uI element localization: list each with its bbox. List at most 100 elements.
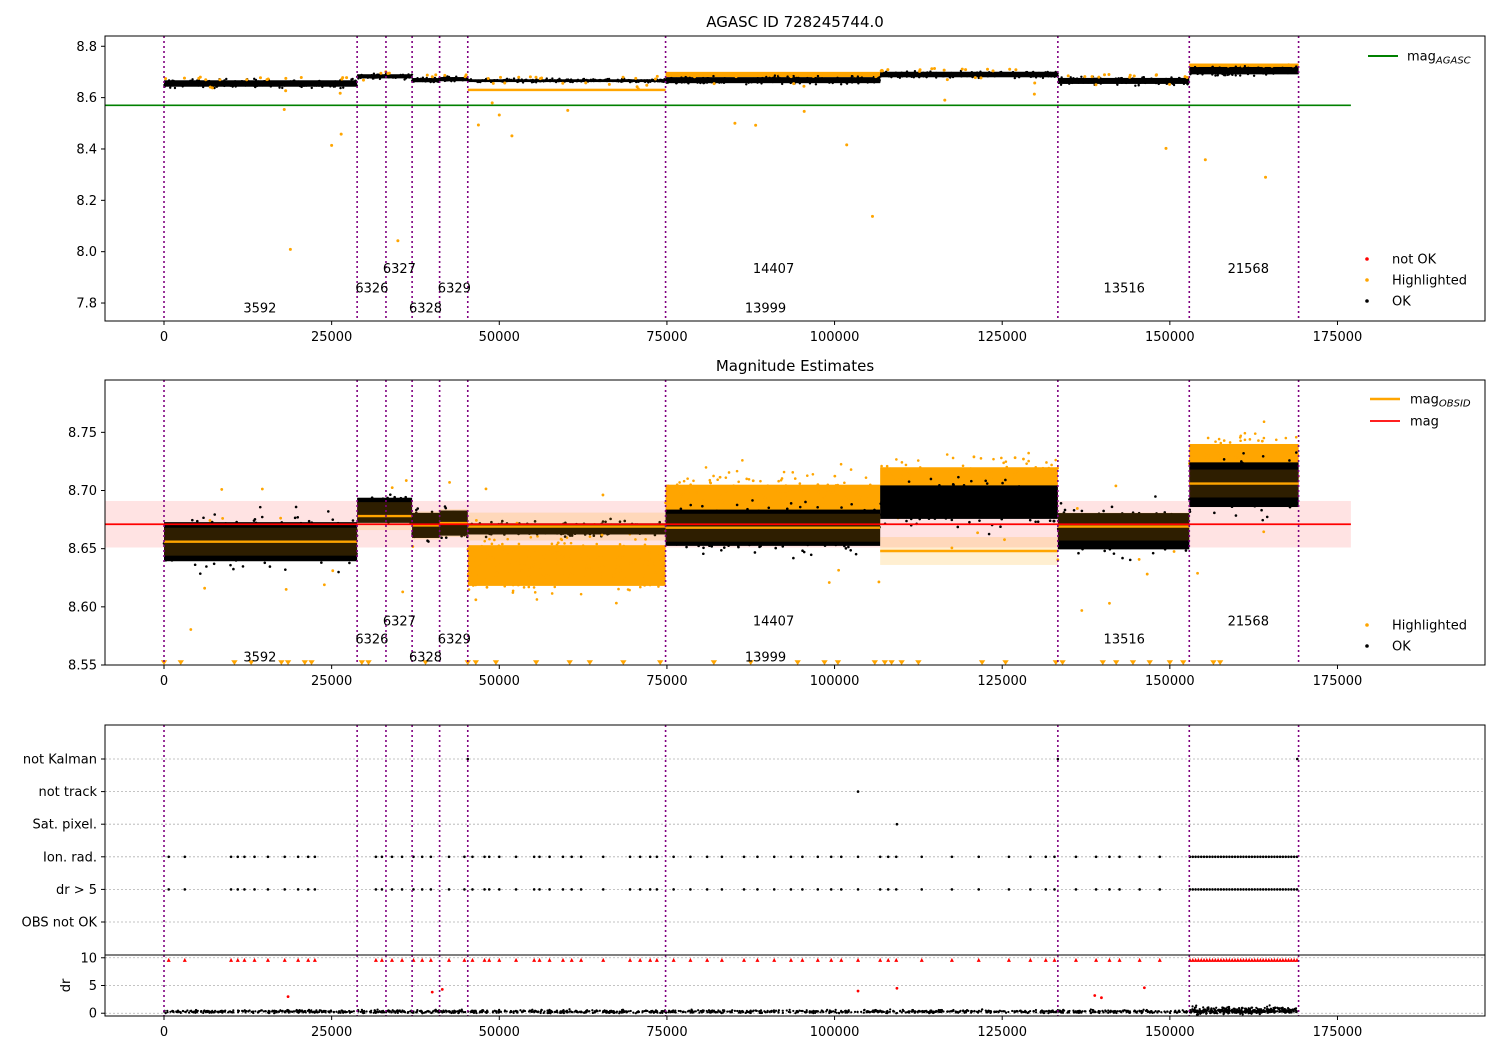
- highlighted-point: [788, 489, 792, 493]
- ok-point: [349, 550, 352, 554]
- ok-point: [1134, 84, 1137, 87]
- flag-point: [463, 888, 466, 891]
- flag-point: [1211, 888, 1214, 891]
- panel-dr-marks: [163, 957, 1299, 1016]
- highlighted-point: [612, 577, 615, 580]
- ok-point: [197, 79, 201, 82]
- ok-point: [259, 537, 263, 541]
- ok-point: [951, 75, 955, 79]
- highlighted-point: [687, 492, 690, 495]
- ok-point: [664, 78, 668, 82]
- flag-point: [789, 888, 793, 891]
- ok-point: [169, 86, 172, 89]
- highlighted-point: [585, 546, 589, 549]
- highlighted-point: [1145, 572, 1149, 576]
- ok-point: [1189, 73, 1192, 76]
- ok-point: [399, 73, 402, 77]
- flag-point: [1118, 888, 1121, 891]
- ok-point: [1242, 69, 1245, 72]
- ok-point: [1236, 72, 1240, 75]
- ok-point: [263, 561, 267, 565]
- flag-point: [1284, 888, 1288, 891]
- ok-point: [818, 542, 822, 545]
- ok-point: [352, 545, 356, 548]
- highlighted-point: [684, 487, 687, 490]
- ok-point: [1201, 478, 1204, 481]
- flag-point: [1267, 855, 1271, 859]
- ok-point: [703, 528, 706, 531]
- ok-point: [304, 556, 307, 560]
- ok-point: [1294, 451, 1298, 454]
- highlighted-point: [998, 476, 1001, 479]
- panel-agasc-legend-line: magAGASC: [1368, 50, 1471, 67]
- flag-point: [648, 855, 652, 859]
- flag-point: [655, 855, 659, 859]
- obsid-label: 14407: [753, 262, 794, 277]
- highlighted-point: [495, 564, 499, 568]
- below-range-marker: [898, 660, 905, 665]
- flag-point: [977, 888, 981, 891]
- highlighted-point: [874, 75, 878, 79]
- ok-point: [1062, 540, 1066, 544]
- highlighted-point: [734, 75, 738, 79]
- highlighted-point: [533, 548, 537, 552]
- ok-point: [1267, 70, 1270, 74]
- ok-point: [434, 533, 437, 536]
- highlighted-point: [1014, 481, 1017, 484]
- ok-point: [912, 76, 916, 79]
- ok-point: [903, 488, 907, 491]
- ok-point: [277, 82, 280, 85]
- highlighted-point: [933, 67, 937, 71]
- ok-point: [1132, 540, 1135, 544]
- ok-point: [310, 86, 313, 90]
- ok-point: [759, 544, 762, 548]
- ok-point: [232, 567, 235, 571]
- ok-point: [400, 516, 403, 520]
- ok-point: [1011, 71, 1015, 74]
- highlighted-point: [587, 555, 590, 559]
- ok-point: [492, 529, 496, 532]
- highlighted-point: [743, 503, 746, 506]
- highlighted-point: [533, 591, 537, 594]
- ok-point: [325, 81, 329, 84]
- obsid-label: 6328: [409, 650, 442, 665]
- ok-point: [593, 79, 597, 82]
- highlighted-point: [541, 572, 544, 576]
- ok-point: [673, 77, 677, 80]
- ok-point: [897, 73, 901, 76]
- highlighted-point: [638, 568, 642, 572]
- ok-point: [833, 520, 836, 524]
- highlighted-point: [621, 569, 624, 572]
- highlighted-point: [1006, 472, 1010, 476]
- ok-point: [1199, 503, 1203, 507]
- ok-point: [261, 84, 264, 87]
- ok-point: [849, 517, 852, 521]
- highlighted-point: [830, 491, 833, 495]
- ok-point: [202, 548, 206, 551]
- highlighted-point: [876, 505, 879, 509]
- ok-point: [987, 532, 991, 536]
- ok-point: [1207, 472, 1211, 476]
- obsid-label: 13999: [745, 302, 786, 317]
- ok-point: [767, 506, 771, 510]
- ok-point: [1098, 79, 1101, 82]
- ok-point: [1201, 73, 1204, 76]
- flag-point: [313, 855, 317, 859]
- ok-point: [747, 79, 750, 82]
- highlighted-point: [1050, 463, 1053, 467]
- highlighted-point: [739, 502, 742, 506]
- highlighted-point: [877, 580, 881, 584]
- highlighted-point: [629, 581, 633, 585]
- highlighted-point: [517, 556, 521, 559]
- ok-point: [1196, 493, 1200, 496]
- ok-point: [825, 521, 828, 524]
- ok-point: [235, 520, 238, 524]
- ok-point: [255, 557, 258, 560]
- ok-point: [197, 84, 200, 87]
- highlighted-point: [547, 573, 551, 576]
- highlighted-point: [1041, 477, 1045, 480]
- ok-point: [1110, 533, 1114, 536]
- x-tick-label: 50000: [479, 674, 520, 689]
- highlighted-point: [811, 500, 815, 503]
- highlighted-point: [1191, 457, 1194, 460]
